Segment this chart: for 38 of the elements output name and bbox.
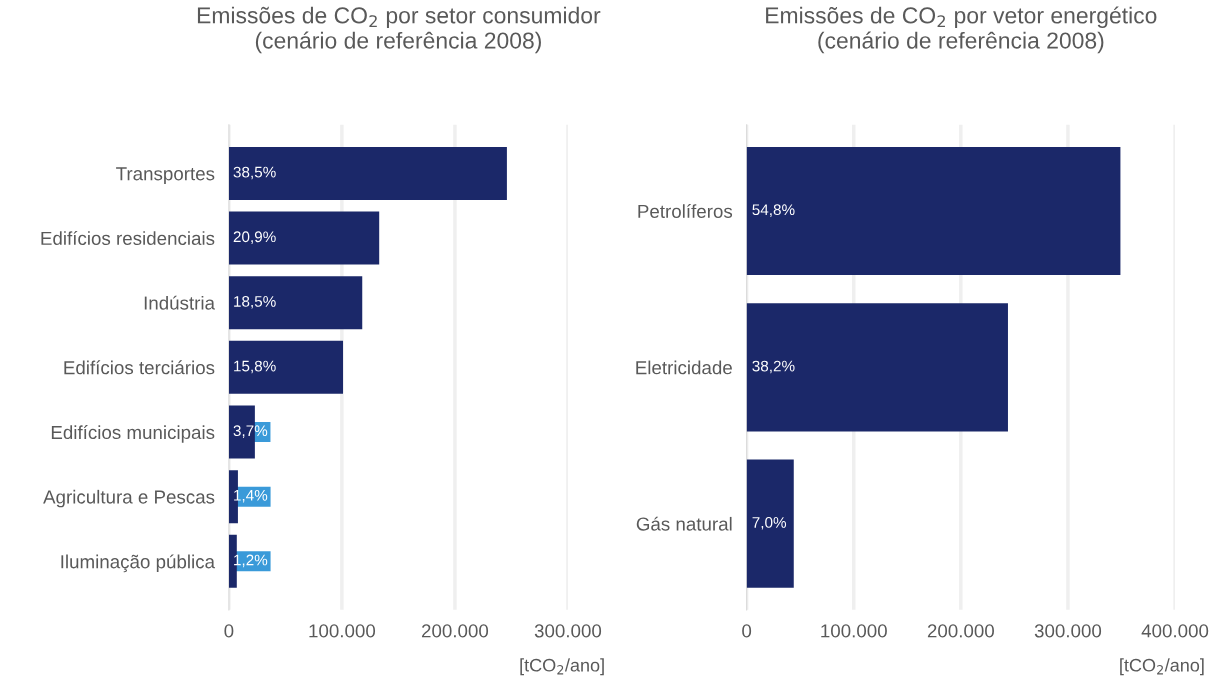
x-axis-title: [tCO$_{2}$/ano] [1120,658,1204,676]
y-tick-label: Iluminação pública [61,554,216,573]
bar [228,340,344,394]
x-tick-label: 300.000 [534,624,602,638]
y-tick-label: Eletricidade [636,360,732,375]
bar [746,459,794,588]
x-tick-label: 300.000 [1034,624,1102,638]
annotation: 3,7% [233,425,268,438]
x-tick-label: 100.000 [821,624,887,638]
y-tick-label: Edifícios residenciais [41,231,215,246]
annotation: 38,5% [233,166,276,180]
x-axis-title: [tCO$_{2}$/ano] [520,658,604,676]
annotation: 54,8% [752,204,795,217]
x-tick-label: 0 [742,624,752,638]
chart-title: Emissões de CO$_{2}$ por setor consumidor (cenário de referência 2008) [197,6,601,54]
annotation: 20,9% [233,231,276,244]
x-tick-label: 400.000 [1141,624,1209,638]
bar [746,146,1121,276]
x-tick-label: 0 [224,624,234,638]
y-tick-label: Indústria [144,295,215,310]
x-tick-label: 200.000 [927,624,994,638]
annotation: 15,8% [234,360,276,374]
y-tick-label: Agricultura e Pescas [43,489,215,508]
x-tick-label: 200.000 [421,624,489,638]
y-tick-label: Edifícios municipais [51,425,215,443]
y-tick-label: Transportes [116,167,215,185]
y-tick-label: Gás natural [636,516,732,531]
bar [228,276,363,330]
y-tick-label: Petrolíferos [638,203,733,218]
annotation: 38,2% [752,360,795,374]
bar [228,146,507,200]
bar [746,303,1008,432]
x-tick-label: 100.000 [309,624,376,638]
annotation: 18,5% [234,295,276,309]
chart-title: Emissões de CO$_{2}$ por vetor energético (cenário de referência 2008) [766,6,1157,54]
annotation: 7,0% [752,516,787,530]
bar [228,211,380,265]
y-tick-label: Edifícios terciários [64,360,215,375]
